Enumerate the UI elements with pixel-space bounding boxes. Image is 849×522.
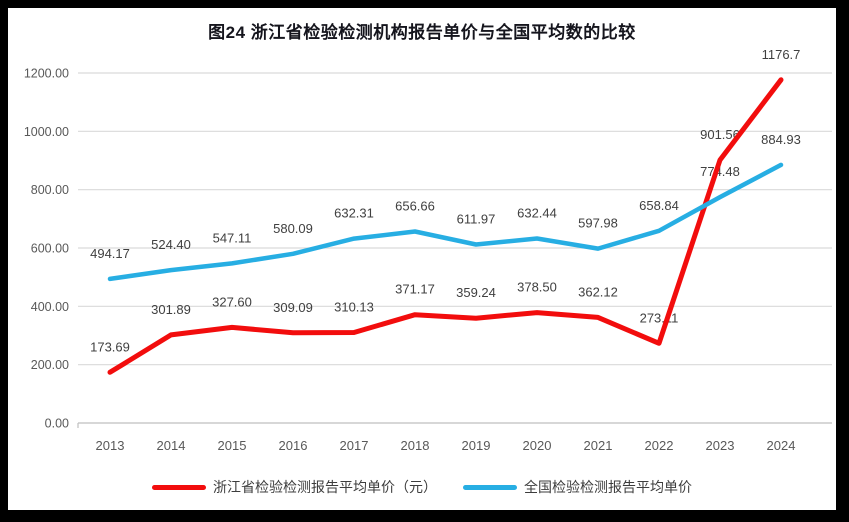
svg-text:371.17: 371.17 — [395, 282, 435, 297]
svg-text:2019: 2019 — [462, 438, 491, 453]
svg-text:2023: 2023 — [706, 438, 735, 453]
legend-label-national: 全国检验检测报告平均单价 — [524, 479, 692, 495]
svg-text:656.66: 656.66 — [395, 198, 435, 213]
svg-text:400.00: 400.00 — [31, 300, 69, 314]
svg-text:494.17: 494.17 — [90, 246, 130, 261]
svg-text:901.56: 901.56 — [700, 127, 740, 142]
chart-panel: 图24 浙江省检验检测机构报告单价与全国平均数的比较 0.00 200.00 400… — [8, 8, 836, 510]
svg-text:200.00: 200.00 — [31, 358, 69, 372]
svg-text:2016: 2016 — [279, 438, 308, 453]
svg-text:273.11: 273.11 — [640, 310, 679, 325]
svg-text:774.48: 774.48 — [700, 164, 740, 179]
legend-item-zhejiang: 浙江省检验检测报告平均单价（元） — [152, 477, 437, 497]
svg-text:632.44: 632.44 — [517, 206, 557, 221]
svg-text:597.98: 597.98 — [578, 216, 618, 231]
svg-text:378.50: 378.50 — [517, 280, 557, 295]
svg-text:359.24: 359.24 — [456, 285, 496, 300]
svg-text:2021: 2021 — [584, 438, 613, 453]
svg-text:632.31: 632.31 — [334, 206, 374, 221]
red-line-legend-swatch — [152, 484, 206, 490]
svg-text:362.12: 362.12 — [578, 284, 618, 299]
svg-text:600.00: 600.00 — [31, 242, 69, 256]
svg-text:547.11: 547.11 — [213, 230, 252, 245]
svg-text:310.13: 310.13 — [334, 300, 374, 315]
line-chart-plot-area: 0.00 200.00 400.00 600.00 800.00 1000.00 1200.… — [24, 47, 832, 453]
legend-label-zhejiang: 浙江省检验检测报告平均单价（元） — [213, 479, 437, 495]
svg-text:1000.00: 1000.00 — [24, 125, 69, 139]
svg-text:301.89: 301.89 — [151, 302, 191, 317]
svg-text:1200.00: 1200.00 — [24, 67, 69, 81]
svg-text:0.00: 0.00 — [45, 417, 69, 431]
legend-item-national: 全国检验检测报告平均单价 — [463, 477, 692, 497]
svg-text:524.40: 524.40 — [151, 237, 191, 252]
svg-text:2014: 2014 — [157, 438, 186, 453]
svg-text:611.97: 611.97 — [457, 212, 496, 227]
svg-text:884.93: 884.93 — [761, 132, 801, 147]
svg-text:2013: 2013 — [96, 438, 125, 453]
chart-legend: 浙江省检验检测报告平均单价（元） 全国检验检测报告平均单价 — [8, 477, 836, 497]
svg-text:800.00: 800.00 — [31, 183, 69, 197]
svg-text:2018: 2018 — [401, 438, 430, 453]
svg-text:2015: 2015 — [218, 438, 247, 453]
svg-text:658.84: 658.84 — [639, 198, 679, 213]
svg-text:2017: 2017 — [340, 438, 369, 453]
blue-line-legend-swatch — [463, 484, 517, 490]
chart-title: 图24 浙江省检验检测机构报告单价与全国平均数的比较 — [208, 23, 636, 42]
svg-text:580.09: 580.09 — [273, 221, 313, 236]
svg-text:2022: 2022 — [645, 438, 674, 453]
svg-text:309.09: 309.09 — [273, 300, 313, 315]
svg-text:2024: 2024 — [767, 438, 796, 453]
svg-text:1176.7: 1176.7 — [762, 47, 801, 62]
svg-text:173.69: 173.69 — [90, 339, 130, 354]
svg-text:327.60: 327.60 — [212, 294, 252, 309]
svg-text:2020: 2020 — [523, 438, 552, 453]
